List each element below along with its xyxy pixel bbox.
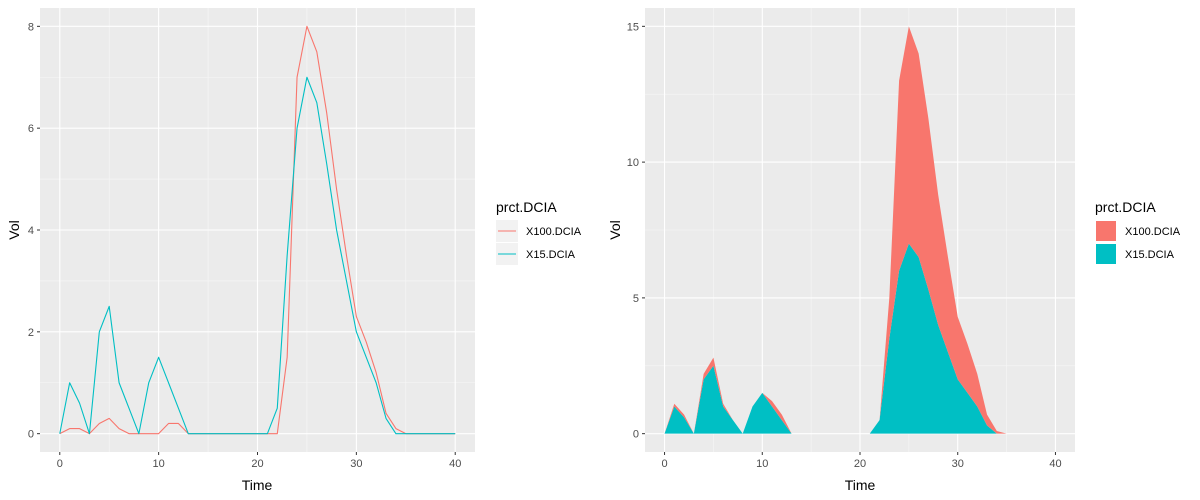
y-tick-label: 0: [633, 429, 639, 441]
legend: prct.DCIA X100.DCIA X15.DCIA: [1095, 199, 1181, 265]
legend-label: X15.DCIA: [526, 249, 576, 261]
legend-label: X100.DCIA: [526, 226, 582, 238]
y-tick-label: 2: [28, 327, 34, 339]
legend-title: prct.DCIA: [1095, 199, 1156, 215]
y-tick-label: 10: [627, 157, 639, 169]
legend: prct.DCIA X100.DCIA X15.DCIA: [496, 199, 582, 265]
legend-key-swatch: [1096, 244, 1116, 264]
x-tick-label: 10: [153, 458, 165, 470]
y-tick-label: 8: [28, 21, 34, 33]
x-tick-label: 20: [854, 458, 866, 470]
x-axis-title: Time: [242, 477, 273, 493]
x-axis-title: Time: [845, 477, 876, 493]
y-axis-title: Vol: [607, 220, 623, 239]
x-tick-label: 10: [756, 458, 768, 470]
x-tick-label: 30: [952, 458, 964, 470]
series-layer: [664, 26, 1056, 434]
series-line-X15.DCIA: [59, 76, 456, 435]
legend-key-swatch: [1096, 221, 1116, 241]
x-tick-label: 40: [449, 458, 461, 470]
axis-layer: 0 10 20 30 40 0 2 4 6 8: [28, 21, 461, 470]
y-tick-label: 6: [28, 123, 34, 135]
legend-label: X15.DCIA: [1125, 249, 1175, 261]
x-tick-label: 20: [251, 458, 263, 470]
legend-label: X100.DCIA: [1125, 226, 1181, 238]
axis-layer: 0 10 20 30 40 0 5 10 15: [627, 21, 1062, 470]
area-chart: 0 10 20 30 40 0 5 10 15 Time Vol prct.DCIA X100.…: [607, 8, 1181, 493]
y-tick-label: 5: [633, 293, 639, 305]
grid-lines: [645, 8, 1075, 452]
x-tick-label: 0: [661, 458, 667, 470]
series-area-X15.DCIA: [664, 243, 1056, 434]
y-tick-label: 15: [627, 21, 639, 33]
series-layer: [59, 25, 456, 435]
y-tick-label: 0: [28, 429, 34, 441]
y-tick-label: 4: [28, 225, 34, 237]
x-tick-label: 0: [57, 458, 63, 470]
legend-title: prct.DCIA: [496, 199, 557, 215]
y-axis-title: Vol: [6, 220, 22, 239]
x-tick-label: 30: [350, 458, 362, 470]
line-chart: 0 10 20 30 40 0 2 4 6 8 Time Vol prct.DCIA X100.D…: [6, 8, 582, 493]
x-tick-label: 40: [1049, 458, 1061, 470]
series-area-X100.DCIA: [664, 26, 1056, 434]
